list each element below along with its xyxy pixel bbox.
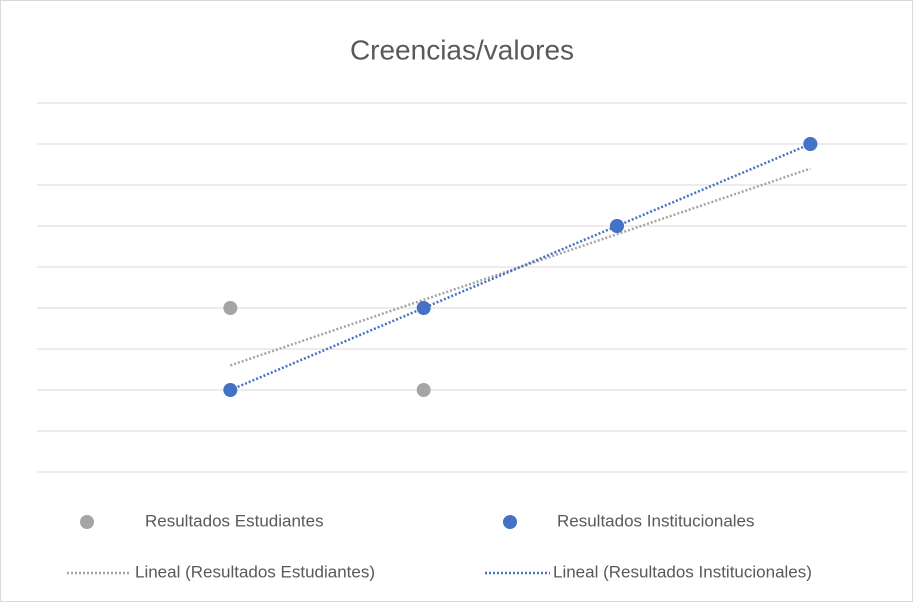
legend-label: Lineal (Resultados Estudiantes) — [135, 562, 375, 581]
legend-label: Resultados Institucionales — [557, 511, 755, 530]
legend-marker — [503, 515, 517, 529]
point — [416, 301, 431, 315]
point — [610, 219, 624, 233]
point — [416, 383, 431, 397]
point — [803, 137, 818, 151]
trendline — [229, 142, 811, 392]
point — [223, 383, 238, 397]
chart-border — [0, 0, 913, 602]
legend-label: Lineal (Resultados Institucionales) — [553, 562, 812, 581]
chart-title: Creencias/valores — [350, 34, 574, 65]
legend-marker — [80, 515, 94, 529]
legend-label: Resultados Estudiantes — [145, 511, 324, 530]
point — [223, 301, 238, 315]
